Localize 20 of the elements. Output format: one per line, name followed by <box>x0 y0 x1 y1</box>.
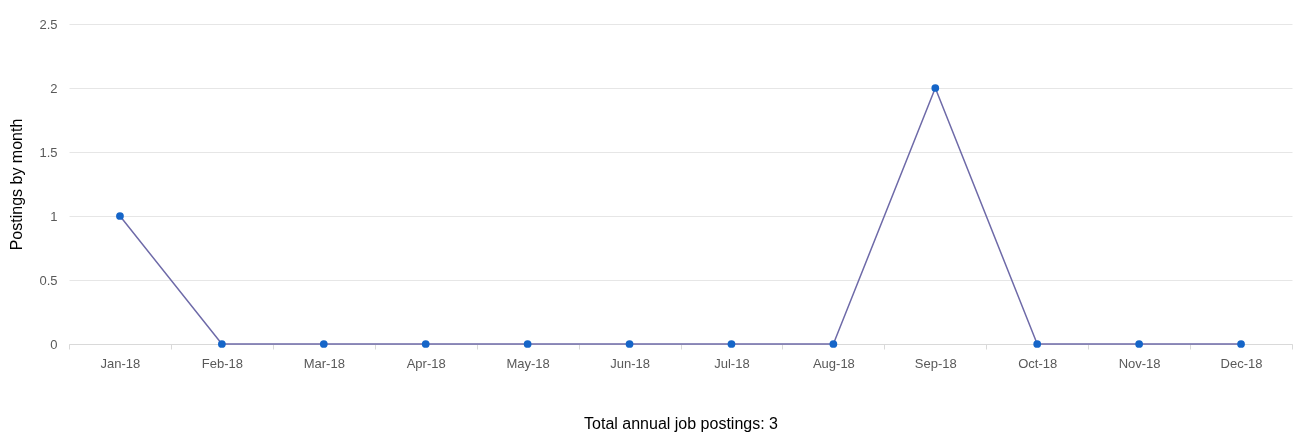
y-tick-label: 0 <box>50 336 58 352</box>
x-tick-label: Apr-18 <box>406 355 446 371</box>
x-tick-label: Aug-18 <box>812 355 855 371</box>
x-tick-label: May-18 <box>506 355 550 371</box>
x-tick-label: Feb-18 <box>201 355 243 371</box>
x-tick-label: Jul-18 <box>714 355 750 371</box>
x-tick-label: Dec-18 <box>1220 355 1263 371</box>
x-tick-label: Jan-18 <box>100 355 141 371</box>
y-tick-label: 1 <box>50 208 58 224</box>
x-tick-label: Sep-18 <box>914 355 957 371</box>
x-tick-label: Mar-18 <box>303 355 345 371</box>
y-tick-label: 0.5 <box>39 272 58 288</box>
x-axis-title: Total annual job postings: 3 <box>584 414 779 432</box>
y-axis-title: Postings by month <box>8 118 26 251</box>
y-tick-label: 2 <box>50 80 58 96</box>
x-tick-label: Jun-18 <box>610 355 650 371</box>
y-tick-label: 2.5 <box>39 16 58 32</box>
x-tick-label: Oct-18 <box>1018 355 1058 371</box>
x-tick-label: Nov-18 <box>1118 355 1161 371</box>
y-tick-label: 1.5 <box>39 144 58 160</box>
